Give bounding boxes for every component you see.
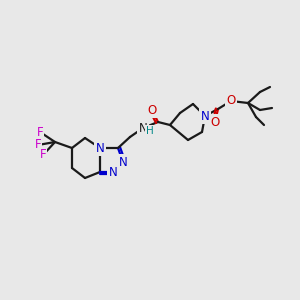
Text: O: O (147, 103, 157, 116)
Text: F: F (37, 125, 43, 139)
Text: F: F (35, 139, 41, 152)
Text: O: O (210, 116, 220, 128)
Text: N: N (96, 142, 104, 154)
Text: H: H (146, 126, 154, 136)
Text: N: N (109, 166, 117, 178)
Text: N: N (201, 110, 209, 122)
Text: N: N (139, 122, 147, 134)
Text: F: F (40, 148, 46, 161)
Text: O: O (226, 94, 236, 107)
Text: N: N (118, 155, 127, 169)
